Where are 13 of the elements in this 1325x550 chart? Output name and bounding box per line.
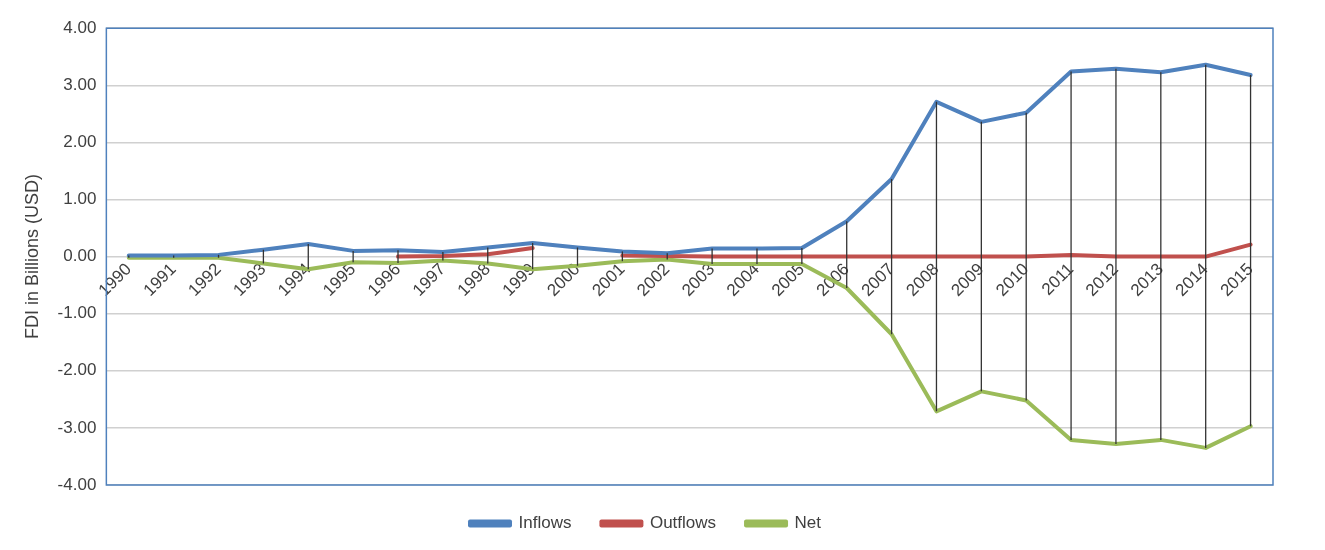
legend-label: Outflows bbox=[649, 513, 717, 533]
y-tick-label: 0.00 bbox=[63, 246, 97, 266]
y-tick-label: -1.00 bbox=[57, 303, 97, 323]
y-tick-label: 2.00 bbox=[63, 132, 97, 152]
y-tick-label: 1.00 bbox=[63, 189, 97, 209]
legend-label: Inflows bbox=[518, 513, 572, 533]
y-tick-label: 4.00 bbox=[63, 17, 97, 37]
legend-label: Net bbox=[794, 513, 822, 533]
y-tick-label: -4.00 bbox=[57, 474, 97, 494]
y-tick-label: -3.00 bbox=[57, 417, 97, 437]
y-tick-label: 3.00 bbox=[63, 74, 97, 94]
y-axis-title: FDI in Billions (USD) bbox=[21, 174, 42, 340]
y-tick-label: -2.00 bbox=[57, 360, 97, 380]
